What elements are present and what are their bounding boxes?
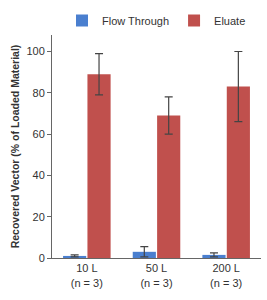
svg-text:10 L(n = 3): 10 L(n = 3) <box>71 262 103 288</box>
svg-text:200 L(n = 3): 200 L(n = 3) <box>210 262 242 288</box>
svg-text:100: 100 <box>26 45 44 57</box>
svg-text:80: 80 <box>33 87 45 99</box>
svg-text:Flow Through: Flow Through <box>102 15 169 27</box>
svg-text:Recovered Vector (% of Loaded: Recovered Vector (% of Loaded Material) <box>9 45 21 249</box>
svg-text:40: 40 <box>33 169 45 181</box>
svg-text:60: 60 <box>33 128 45 140</box>
svg-text:0: 0 <box>39 252 45 264</box>
svg-text:20: 20 <box>33 211 45 223</box>
svg-text:Eluate: Eluate <box>214 15 245 27</box>
svg-text:50 L(n = 3): 50 L(n = 3) <box>140 262 172 288</box>
